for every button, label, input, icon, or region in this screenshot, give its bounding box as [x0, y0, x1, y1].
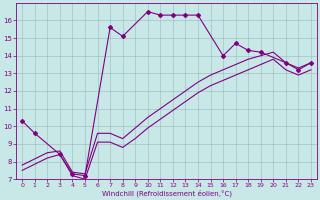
X-axis label: Windchill (Refroidissement éolien,°C): Windchill (Refroidissement éolien,°C) [101, 190, 232, 197]
